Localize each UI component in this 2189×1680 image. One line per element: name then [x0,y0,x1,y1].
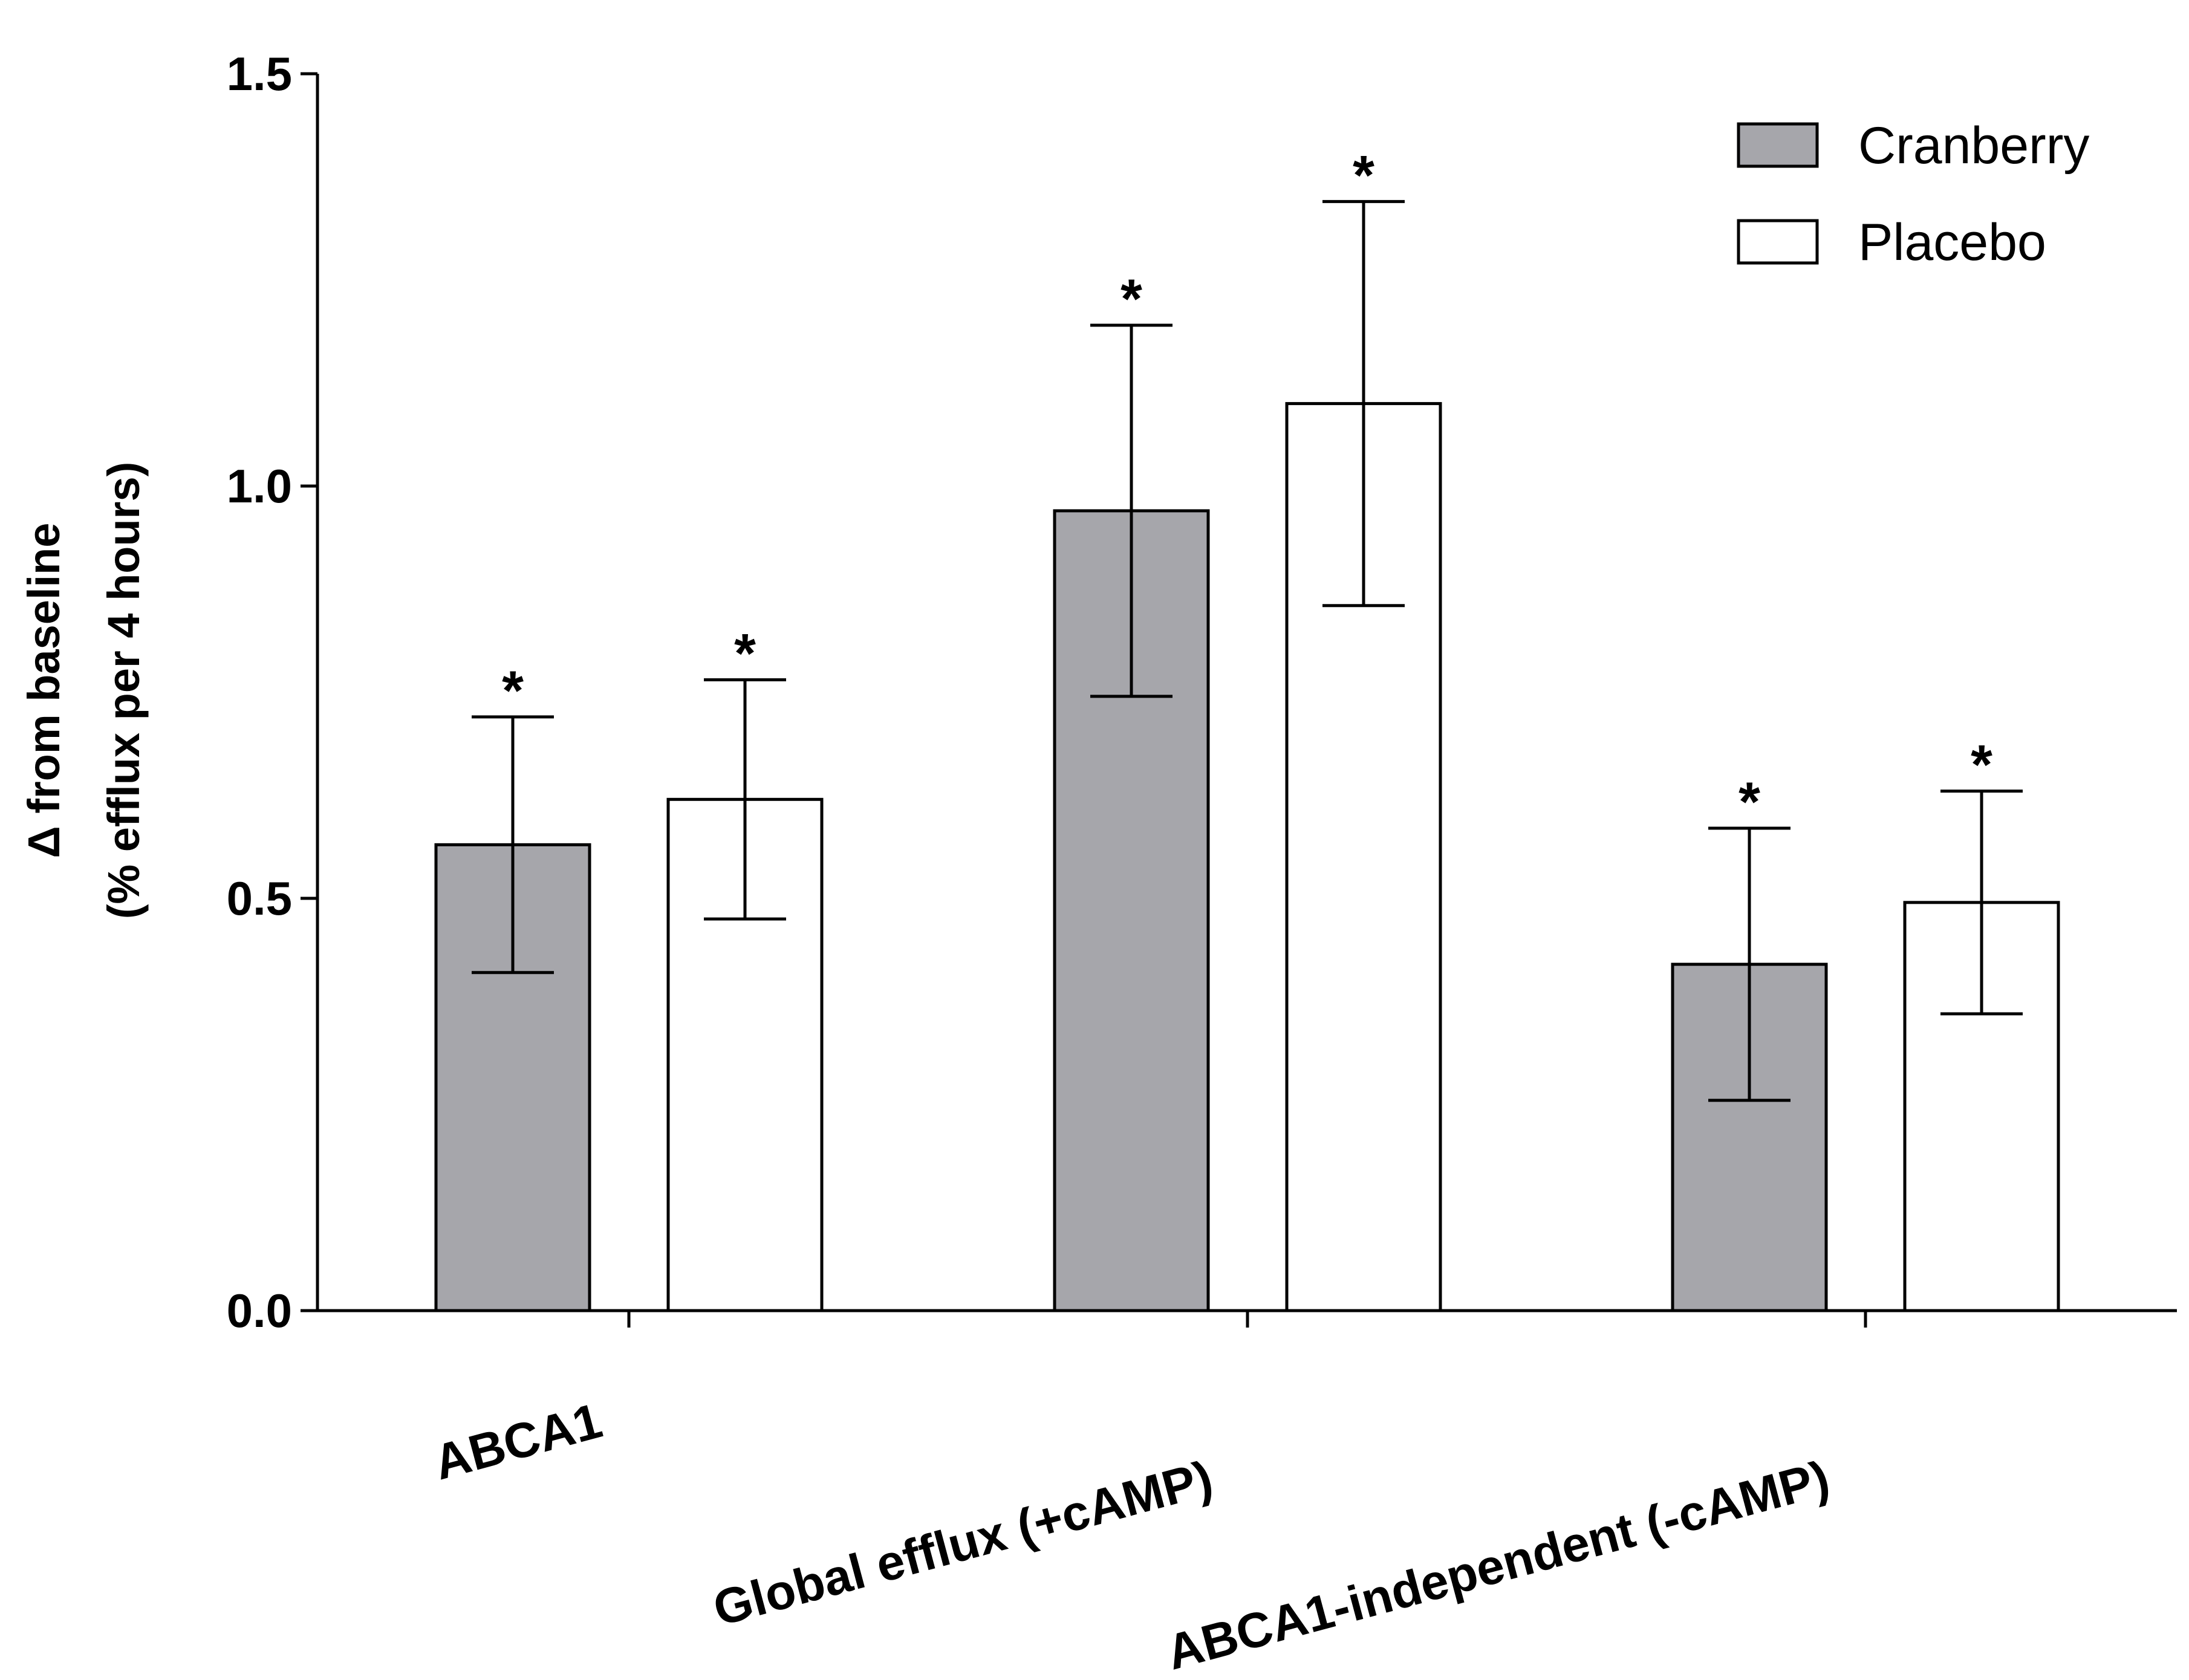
bar-cranberry [1053,509,1210,1312]
y-axis-label-line2: (% efflux per 4 hours) [99,462,149,919]
significance-star: * [1353,144,1374,206]
bars: * * * * * * [434,144,2060,1312]
legend-swatch-cranberry [1737,122,1819,168]
significance-star: * [734,623,756,685]
y-tick-label: 1.0 [227,459,292,513]
category-label: ABCA1 [428,1393,607,1490]
y-axis-title: Δ from baseline (% efflux per 4 hours) [19,462,149,919]
category-label: ABCA1-independent (-cAMP) [1161,1450,1835,1680]
significance-star: * [502,660,524,722]
significance-star: * [1739,771,1760,833]
legend: Cranberry Placebo [1737,117,2089,271]
category-label: Global efflux (+cAMP) [707,1450,1218,1636]
significance-star: * [1971,735,1992,796]
legend-label-cranberry: Cranberry [1858,117,2089,175]
y-tick-label: 1.5 [227,47,292,100]
y-tick-label: 0.0 [227,1284,292,1337]
legend-label-placebo: Placebo [1858,213,2046,271]
y-axis-label-line1: Δ from baseline [19,523,69,858]
significance-star: * [1121,268,1142,330]
y-tick-label: 0.5 [227,872,292,925]
legend-swatch-placebo [1737,219,1819,265]
